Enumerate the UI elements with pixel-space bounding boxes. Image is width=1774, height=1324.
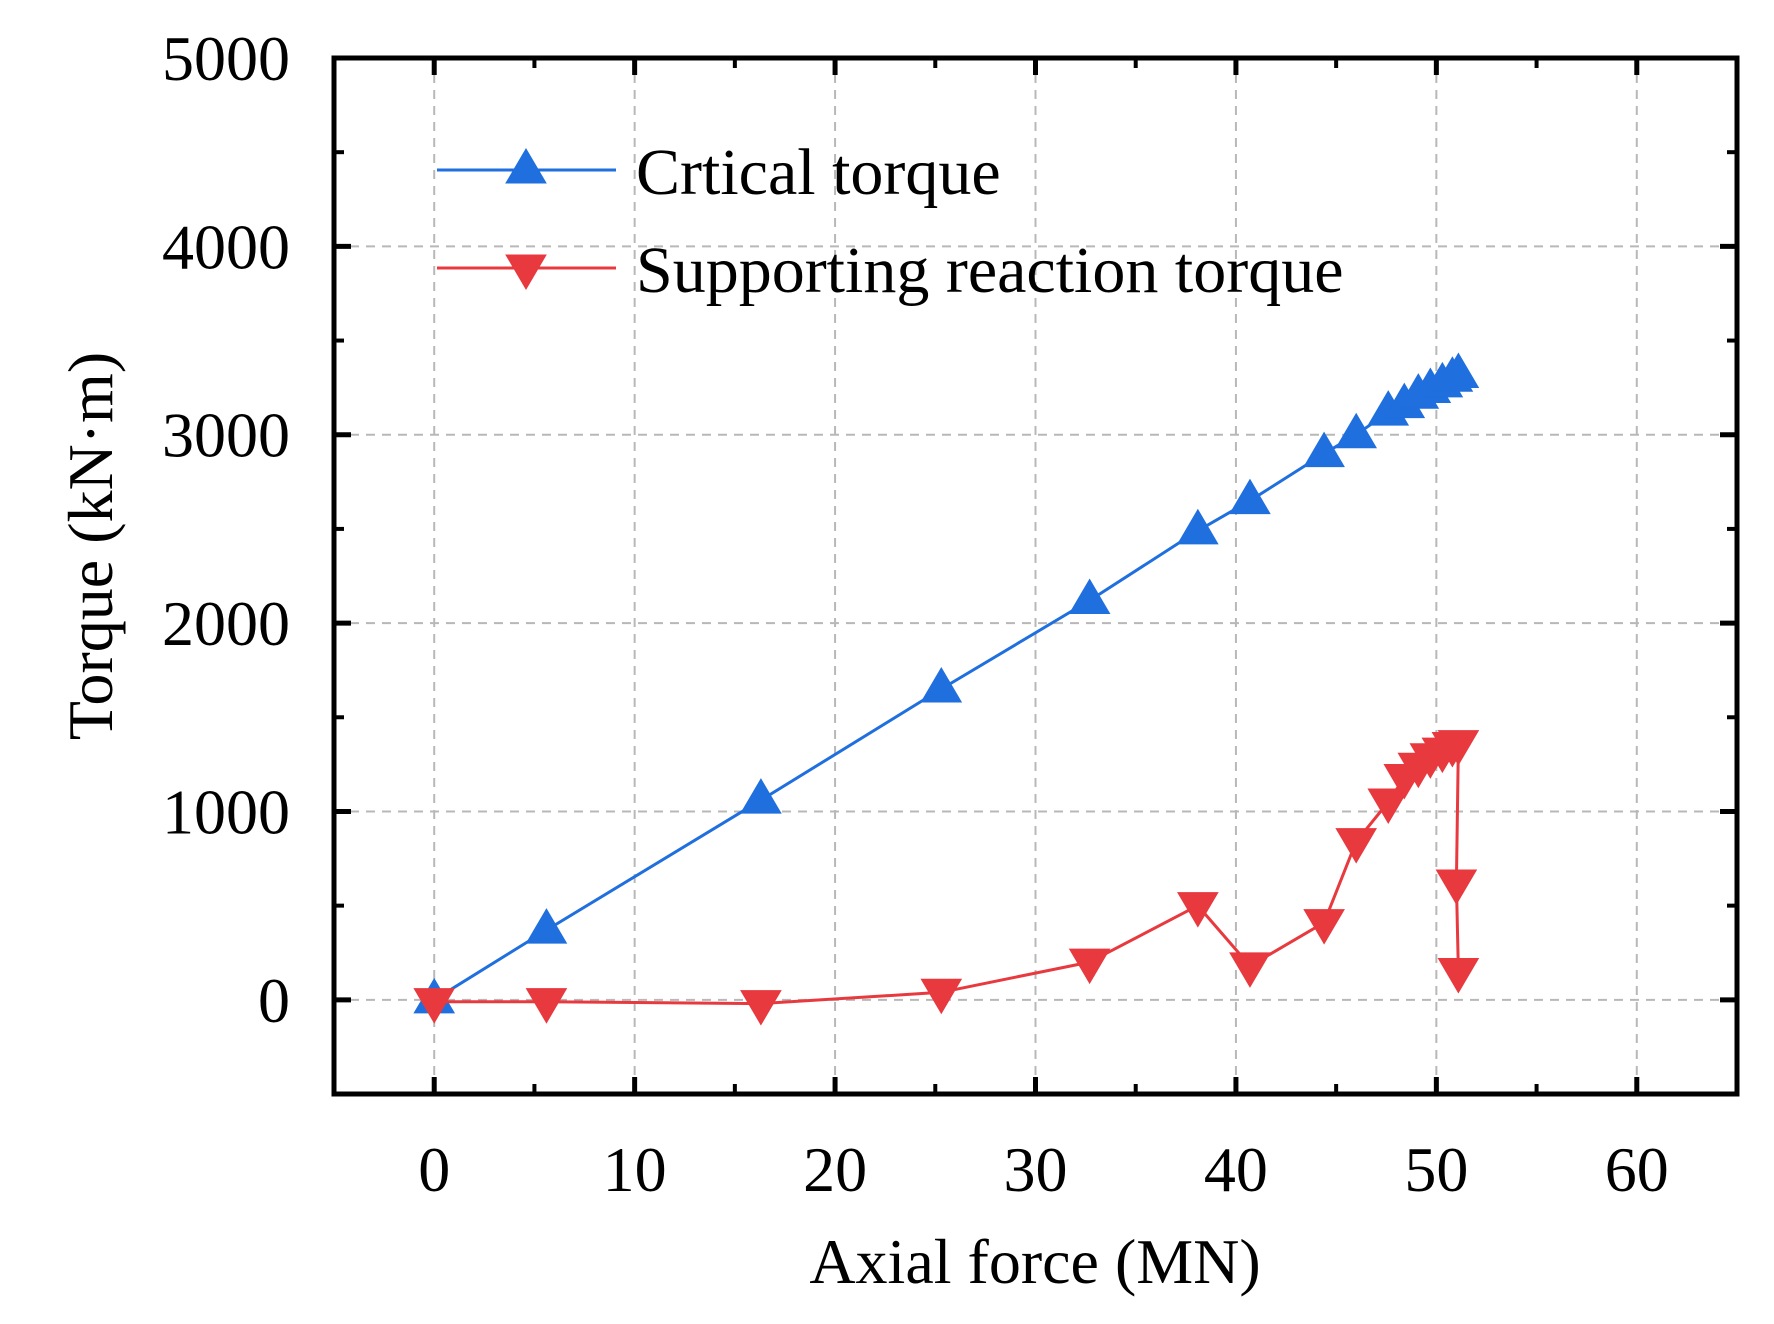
series-1-point-4: [1068, 948, 1111, 985]
series-0-point-1: [525, 908, 568, 944]
x-tick-label-6: 60: [1605, 1134, 1669, 1205]
series-1-point-3: [920, 978, 963, 1015]
tick-layer: 0 10 20 30 40 50 60 0 1000 2000 3000 4000 5000: [162, 23, 1737, 1205]
legend: Crtical torque Supporting reaction torque: [437, 136, 1344, 307]
legend-marker-1: [505, 254, 547, 290]
y-axis-label: Torque (kN·m): [55, 352, 126, 740]
series-0-point-8: [1335, 412, 1378, 449]
series-0-point-15: [1437, 352, 1480, 388]
x-tick-label-0: 0: [418, 1134, 450, 1205]
x-tick-label-5: 50: [1404, 1134, 1468, 1205]
y-tick-label-0: 0: [258, 965, 290, 1036]
series-1: [413, 730, 1480, 1026]
series-1-point-1: [525, 988, 568, 1024]
series-0-point-2: [740, 778, 782, 814]
y-tick-label-5: 5000: [162, 23, 290, 94]
legend-entry-1: Supporting reaction torque: [437, 234, 1344, 307]
series-1-point-17: [1437, 958, 1480, 994]
series-1-point-7: [1303, 909, 1345, 945]
x-axis-label: Axial force (MN): [809, 1226, 1260, 1297]
series-0-point-4: [1068, 578, 1111, 615]
y-tick-label-4: 4000: [162, 211, 290, 282]
series-1-point-6: [1229, 952, 1271, 988]
series-1-point-0: [413, 988, 456, 1024]
x-tick-label-3: 30: [1004, 1134, 1068, 1205]
y-tick-label-1: 1000: [162, 776, 290, 847]
series-1-point-5: [1177, 892, 1219, 928]
legend-entry-0: Crtical torque: [437, 136, 1001, 209]
legend-label-1: Supporting reaction torque: [636, 234, 1344, 307]
series-1-point-8: [1335, 828, 1378, 864]
legend-marker-0: [505, 148, 547, 184]
y-tick-label-2: 2000: [162, 588, 290, 659]
series-layer: [413, 352, 1480, 1026]
y-tick-label-3: 3000: [162, 400, 290, 471]
series-0-point-6: [1229, 478, 1271, 515]
series-line-1: [434, 742, 1460, 1006]
series-1-point-15: [1437, 730, 1480, 766]
series-0-point-5: [1177, 508, 1219, 545]
series-0: [413, 352, 1480, 1014]
x-tick-label-2: 20: [803, 1134, 867, 1205]
series-0-point-7: [1303, 431, 1345, 468]
series-1-point-16: [1435, 869, 1478, 906]
series-1-point-2: [740, 990, 782, 1026]
legend-label-0: Crtical torque: [636, 136, 1001, 209]
series-1-point-9: [1367, 788, 1410, 825]
series-0-point-3: [920, 667, 963, 703]
x-tick-label-4: 40: [1204, 1134, 1268, 1205]
x-tick-label-1: 10: [603, 1134, 667, 1205]
